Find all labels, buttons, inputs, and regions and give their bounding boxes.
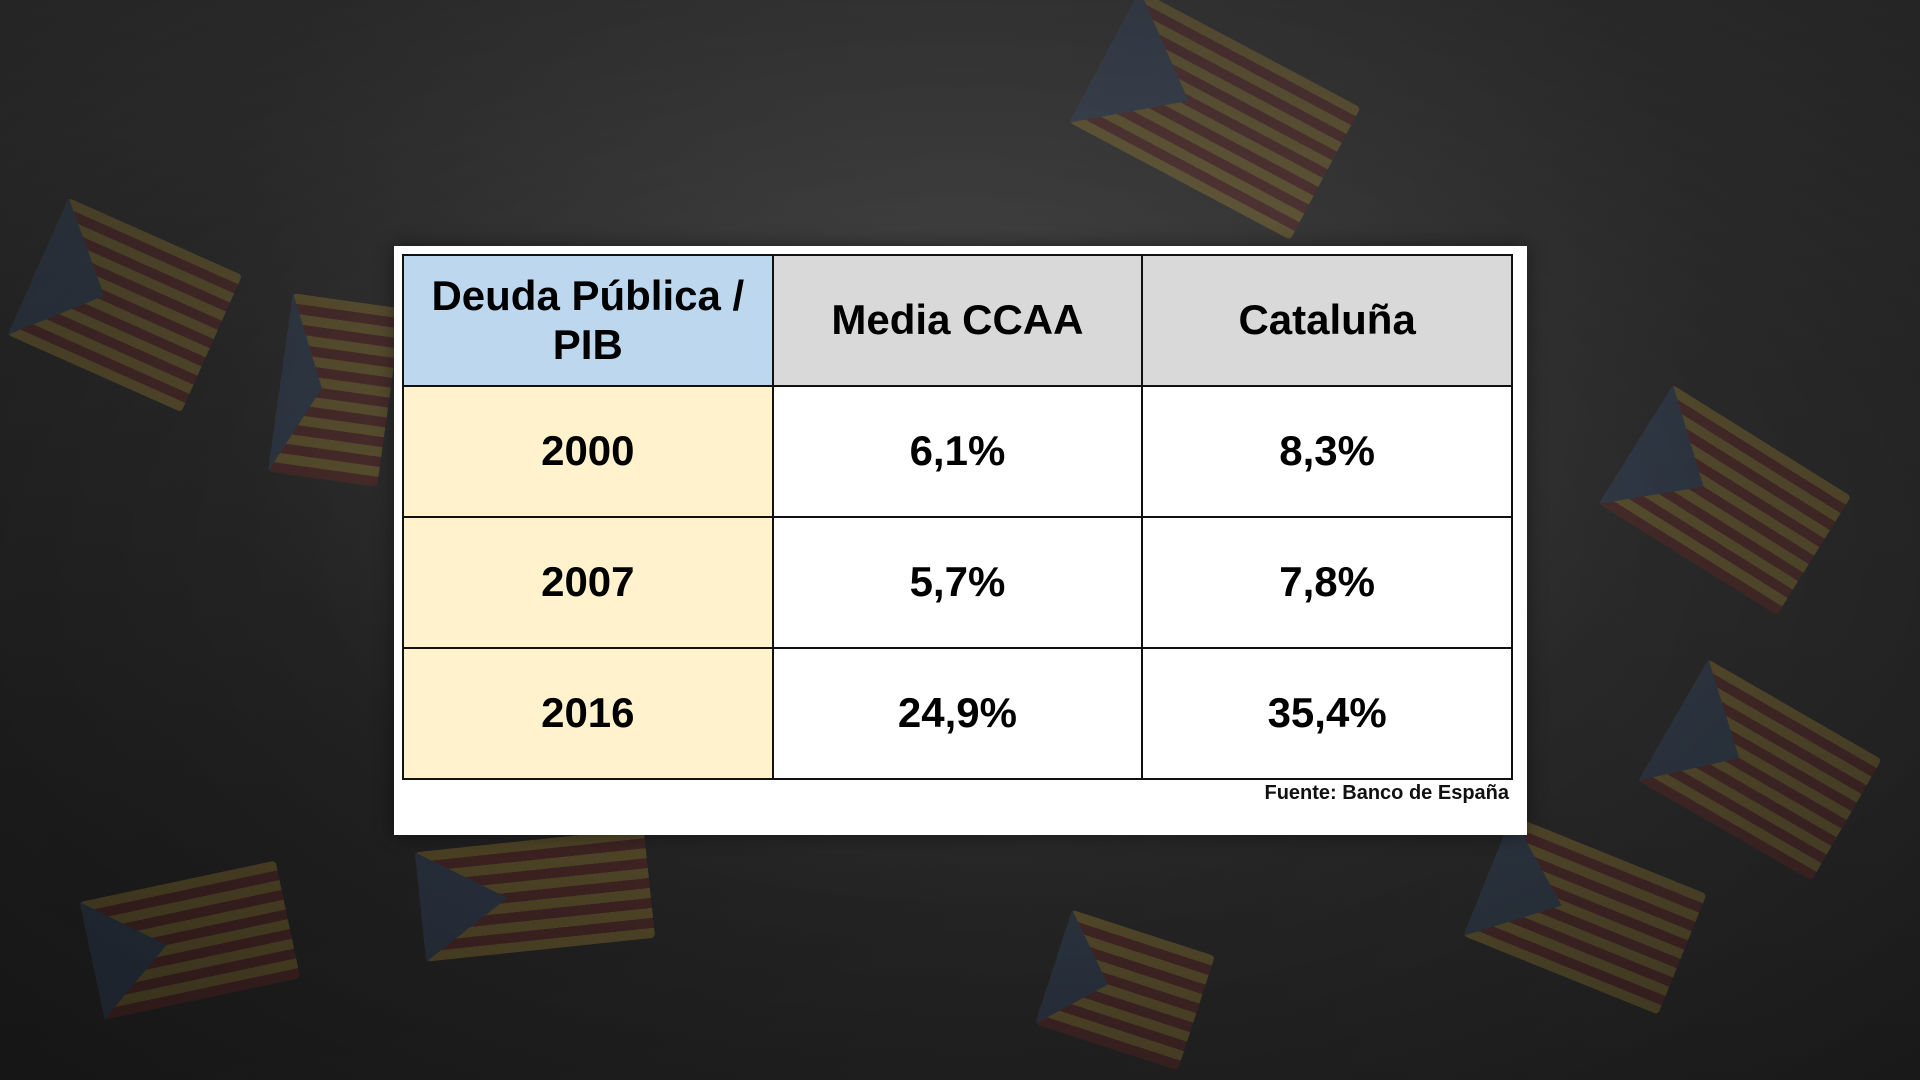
year-cell: 2000 bbox=[402, 385, 774, 518]
header-cataluna: Cataluña bbox=[1141, 254, 1513, 387]
table-card: Deuda Pública / PIB Media CCAA Cataluña … bbox=[394, 246, 1527, 835]
table-header-row: Deuda Pública / PIB Media CCAA Cataluña bbox=[402, 254, 1513, 387]
media-ccaa-cell: 6,1% bbox=[771, 385, 1144, 518]
media-ccaa-cell: 24,9% bbox=[771, 647, 1144, 780]
table-row: 2016 24,9% 35,4% bbox=[402, 647, 1513, 780]
header-media-ccaa: Media CCAA bbox=[771, 254, 1144, 387]
header-indicator: Deuda Pública / PIB bbox=[402, 254, 774, 387]
table-row: 2000 6,1% 8,3% bbox=[402, 385, 1513, 518]
cataluna-cell: 8,3% bbox=[1141, 385, 1513, 518]
year-cell: 2016 bbox=[402, 647, 774, 780]
year-cell: 2007 bbox=[402, 516, 774, 649]
table-row: 2007 5,7% 7,8% bbox=[402, 516, 1513, 649]
source-note: Fuente: Banco de España bbox=[1264, 782, 1510, 804]
media-ccaa-cell: 5,7% bbox=[771, 516, 1144, 649]
debt-table: Deuda Pública / PIB Media CCAA Cataluña … bbox=[402, 254, 1513, 780]
cataluna-cell: 35,4% bbox=[1141, 647, 1513, 780]
cataluna-cell: 7,8% bbox=[1141, 516, 1513, 649]
